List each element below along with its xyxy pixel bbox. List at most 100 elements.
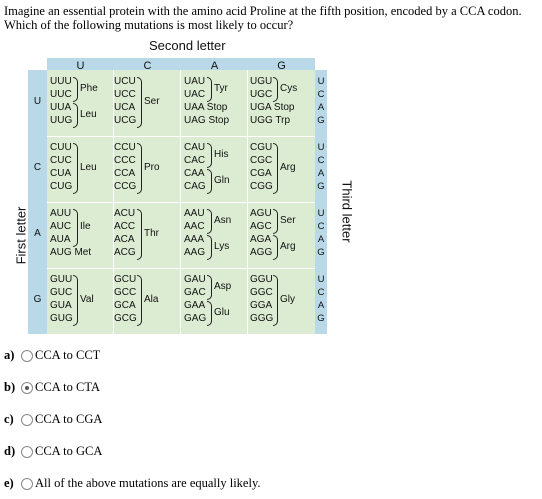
radio-button[interactable] [21, 414, 33, 426]
third-letter: U [317, 76, 325, 87]
codon-brace [137, 143, 142, 194]
amino-acid: Thr [144, 227, 159, 239]
question-text: Imagine an essential protein with the am… [4, 4, 522, 32]
codon-brace [73, 143, 78, 194]
codon: AUC [50, 221, 72, 232]
codon: ACC [114, 221, 136, 232]
radio-button[interactable] [21, 382, 33, 394]
codon: CGC [250, 155, 273, 166]
codon: CCC [114, 155, 136, 166]
third-letter: A [317, 102, 325, 113]
codon: ACG [114, 247, 136, 258]
codon: UUA [50, 102, 72, 113]
codon: AAG [184, 247, 206, 258]
column-header: U [76, 60, 85, 72]
codon: AAC [184, 221, 205, 232]
codon: UAC [184, 89, 206, 100]
grid-divider-row [47, 268, 315, 269]
codon: GUA [50, 300, 72, 311]
option-text: All of the above mutations are equally l… [35, 476, 261, 490]
radio-button[interactable] [21, 446, 33, 458]
grid-divider-col [180, 70, 181, 334]
codon: GCU [114, 274, 137, 285]
codon-brace [207, 143, 212, 168]
third-letter-band [315, 70, 327, 334]
codon: GGG [250, 313, 274, 324]
amino-acid: Phe [80, 82, 98, 94]
codon: CUA [50, 168, 72, 179]
codon-brace [73, 209, 78, 247]
codon: CAC [184, 155, 206, 166]
codon-brace [73, 103, 78, 128]
codon: AGC [250, 221, 272, 232]
third-letter: A [317, 168, 325, 179]
option-letter: c) [4, 412, 14, 426]
codon-brace [273, 275, 278, 326]
grid-divider-row [47, 136, 315, 137]
codon: UCU [114, 76, 136, 87]
option-text: CCA to CTA [35, 380, 100, 394]
codon: GCG [114, 313, 137, 324]
grid-divider-col [113, 70, 114, 334]
codon-brace [273, 235, 278, 260]
amino-acid: Glu [214, 306, 230, 318]
codon: CUU [50, 142, 72, 153]
amino-acid: Gly [280, 293, 295, 305]
codon: GAU [184, 274, 206, 285]
codon: GAA [184, 300, 206, 311]
third-letter: G [317, 247, 325, 258]
third-letter: A [317, 300, 325, 311]
codon: UCA [114, 102, 136, 113]
codon-table: Second letter First letter Third letter … [0, 36, 542, 336]
codon: GUG [50, 313, 73, 324]
codon: GUC [50, 287, 73, 298]
codon: AGA [250, 234, 272, 245]
codon-brace [137, 209, 142, 260]
row-header: A [34, 228, 41, 239]
codon: GGC [250, 287, 273, 298]
third-letter: G [317, 181, 325, 192]
column-header-band [47, 58, 315, 70]
codon: CGA [250, 168, 272, 179]
third-letter: C [317, 89, 325, 100]
row-header: U [33, 96, 42, 107]
third-letter: C [317, 221, 325, 232]
codon: GAG [184, 313, 207, 324]
amino-acid: Arg [280, 240, 296, 252]
codon: UAG Stop [184, 115, 230, 126]
column-header: C [143, 60, 152, 72]
codon-brace [137, 77, 142, 128]
third-letter: A [317, 234, 325, 245]
codon: AUA [50, 234, 71, 245]
radio-button[interactable] [21, 350, 33, 362]
codon: CCG [114, 181, 137, 192]
codon: AUU [50, 208, 72, 219]
amino-acid: Lys [214, 240, 230, 252]
codon: CCA [114, 168, 136, 179]
radio-button[interactable] [21, 478, 33, 490]
column-header: A [210, 60, 219, 72]
codon-brace [273, 209, 278, 234]
codon: CAG [184, 181, 206, 192]
codon: ACA [114, 234, 135, 245]
codon: GCC [114, 287, 137, 298]
codon-brace [207, 77, 212, 102]
amino-acid: Leu [80, 108, 97, 120]
third-letter: C [317, 287, 325, 298]
amino-acid: Ala [144, 293, 159, 305]
codon-brace [207, 275, 212, 300]
third-letter: C [317, 155, 325, 166]
codon: UUU [50, 76, 72, 87]
codon: AAU [184, 208, 205, 219]
codon: UCC [114, 89, 136, 100]
codon: UCG [114, 115, 137, 126]
codon: UAA Stop [184, 102, 228, 113]
codon: GGU [250, 274, 273, 285]
third-letter-label: Third letter [339, 180, 355, 243]
codon: GAC [184, 287, 206, 298]
codon: CUC [50, 155, 72, 166]
amino-acid: Arg [280, 161, 296, 173]
codon: ACU [114, 208, 136, 219]
row-header-band [28, 70, 47, 334]
codon: UGG Trp [250, 115, 291, 126]
